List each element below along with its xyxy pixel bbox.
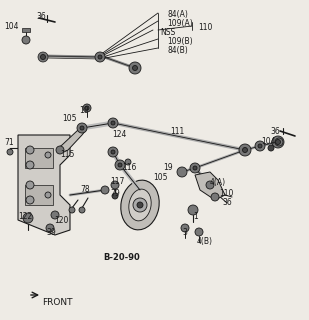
Circle shape [206,181,214,189]
Text: 19: 19 [163,163,173,172]
Circle shape [133,198,147,212]
Circle shape [111,181,119,189]
Text: 104: 104 [4,22,19,31]
Text: NSS: NSS [160,28,175,37]
Polygon shape [58,128,86,152]
Circle shape [69,207,75,213]
Text: 39: 39 [46,228,56,237]
Text: 84(B): 84(B) [167,46,188,55]
Circle shape [268,145,274,151]
Text: 104: 104 [261,137,276,146]
Circle shape [83,104,91,112]
Circle shape [7,149,13,155]
Circle shape [190,163,200,173]
Bar [25,185,53,205]
Circle shape [77,123,87,133]
Text: 115: 115 [60,150,74,159]
Text: 84(A): 84(A) [167,10,188,19]
Circle shape [111,121,115,125]
Circle shape [26,146,34,154]
Text: 116: 116 [122,163,136,172]
Text: 117: 117 [110,177,125,186]
Ellipse shape [121,180,159,230]
Circle shape [79,207,85,213]
Text: FRONT: FRONT [42,298,73,307]
Circle shape [23,213,33,223]
Circle shape [137,202,143,208]
Text: 78: 78 [80,185,90,194]
Circle shape [129,62,141,74]
Circle shape [112,193,118,199]
Circle shape [188,205,198,215]
Circle shape [45,152,51,158]
Circle shape [255,141,265,151]
Text: 36: 36 [222,198,232,207]
Circle shape [211,193,219,201]
Circle shape [46,224,54,232]
Circle shape [111,150,115,154]
Text: 105: 105 [62,114,77,123]
Circle shape [45,192,51,198]
Circle shape [108,118,118,128]
Circle shape [85,106,89,110]
Circle shape [275,138,283,146]
Text: 4(A): 4(A) [210,178,226,187]
Circle shape [80,126,84,130]
Text: 109(A): 109(A) [167,19,193,28]
Circle shape [276,140,281,145]
Circle shape [125,159,131,165]
Circle shape [133,66,138,70]
Text: 36: 36 [36,12,46,21]
Text: 110: 110 [198,23,212,32]
Circle shape [118,163,122,167]
Circle shape [40,54,45,60]
Circle shape [101,186,109,194]
Text: 36: 36 [270,127,280,136]
Text: 79: 79 [110,189,120,198]
Circle shape [177,167,187,177]
Circle shape [98,55,102,59]
Circle shape [195,228,203,236]
Text: 120: 120 [54,216,68,225]
Text: 105: 105 [153,173,167,182]
Circle shape [108,147,118,157]
Text: 109(B): 109(B) [167,37,193,46]
Bar [22,28,30,32]
Polygon shape [18,135,70,235]
Circle shape [26,196,34,204]
Circle shape [56,146,64,154]
Polygon shape [195,172,225,200]
Text: 111: 111 [170,127,184,136]
Circle shape [26,161,34,169]
Circle shape [26,181,34,189]
Circle shape [181,224,189,232]
Text: B-20-90: B-20-90 [103,253,140,262]
Circle shape [95,52,105,62]
Circle shape [239,144,251,156]
Ellipse shape [129,189,151,221]
Text: 71: 71 [4,138,14,147]
Text: 19: 19 [79,106,89,115]
Text: 3: 3 [182,228,187,237]
Circle shape [243,148,248,153]
Circle shape [51,211,59,219]
Text: 1: 1 [193,212,198,221]
Circle shape [272,136,284,148]
Circle shape [193,166,197,170]
Text: 110: 110 [219,189,233,198]
Text: 124: 124 [112,130,126,139]
Text: 4(B): 4(B) [197,237,213,246]
Circle shape [258,144,262,148]
Circle shape [38,52,48,62]
Circle shape [22,36,30,44]
Bar [25,148,53,168]
Circle shape [115,160,125,170]
Text: 122: 122 [18,212,32,221]
